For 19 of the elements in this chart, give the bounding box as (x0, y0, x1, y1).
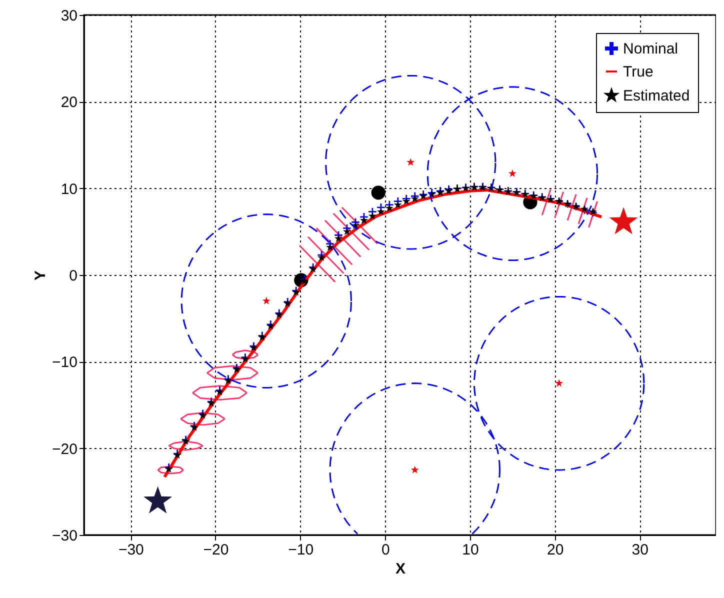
legend-label: True (623, 64, 654, 80)
x-tick-label: −30 (118, 542, 144, 558)
x-tick-label: −20 (203, 542, 229, 558)
y-axis-title: Y (32, 270, 50, 281)
x-tick-label: 20 (546, 542, 564, 558)
x-tick-label: 0 (381, 542, 390, 558)
legend-label: Nominal (623, 40, 678, 58)
x-tick-label: 30 (632, 542, 648, 558)
y-tick-label: −20 (52, 440, 78, 458)
x-tick-label: 10 (462, 542, 479, 558)
y-tick-label: 20 (60, 94, 78, 112)
x-tick-label: −10 (288, 542, 314, 558)
y-tick-label: −30 (52, 528, 78, 544)
y-tick-label: 30 (60, 8, 78, 24)
y-tick-label: 0 (69, 268, 78, 284)
y-tick-label: 10 (60, 180, 78, 198)
y-tick-label: −10 (52, 354, 78, 372)
x-axis-title: X (395, 560, 406, 578)
legend-label: Estimated (623, 88, 690, 104)
